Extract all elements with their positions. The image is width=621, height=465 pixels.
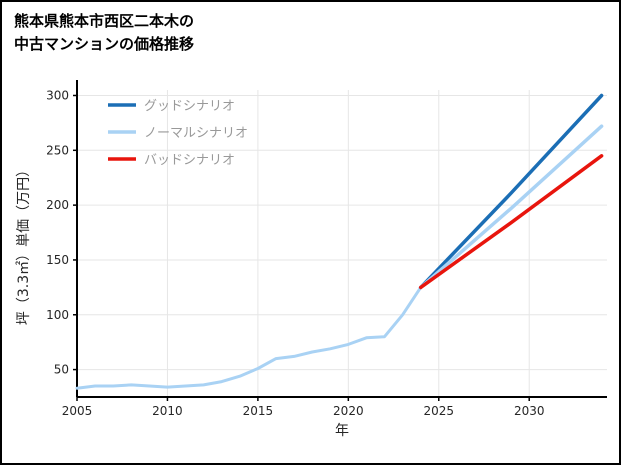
y-axis-label: 坪（3.3㎡）単価（万円）: [16, 163, 32, 325]
x-axis-label: 年: [335, 423, 349, 439]
series-layer: [75, 93, 604, 390]
chart-title-line1: 熊本県熊本市西区二本木の: [14, 12, 195, 30]
legend-label: ノーマルシナリオ: [144, 126, 248, 141]
axis-layer: 2005 2010 2015 2020 2025 2030 50 100 150 200 250 30…: [46, 80, 607, 418]
series-line: [418, 154, 604, 290]
x-tick-label: 2005: [62, 404, 93, 418]
series-line: [418, 124, 604, 290]
series-line: [75, 285, 423, 390]
y-tick-label: 200: [46, 198, 69, 212]
y-tick-label: 150: [46, 253, 69, 267]
x-tick-label: 2020: [333, 404, 364, 418]
legend-label: グッドシナリオ: [144, 99, 235, 114]
grid-layer: [76, 90, 607, 397]
chart-title-line2: 中古マンションの価格推移: [14, 34, 195, 53]
x-tick-label: 2030: [514, 404, 545, 418]
y-tick-label: 250: [46, 143, 69, 157]
x-tick-label: 2010: [152, 404, 183, 418]
x-tick-label: 2015: [243, 404, 274, 418]
y-tick-label: 50: [54, 363, 69, 377]
y-tick-label: 100: [46, 308, 69, 322]
x-tick-label: 2025: [424, 404, 455, 418]
legend-label: バッドシナリオ: [144, 153, 235, 168]
series-line: [418, 93, 604, 290]
chart-title: 熊本県熊本市西区二本木の 中古マンションの価格推移: [14, 10, 194, 55]
y-tick-label: 300: [46, 88, 69, 102]
